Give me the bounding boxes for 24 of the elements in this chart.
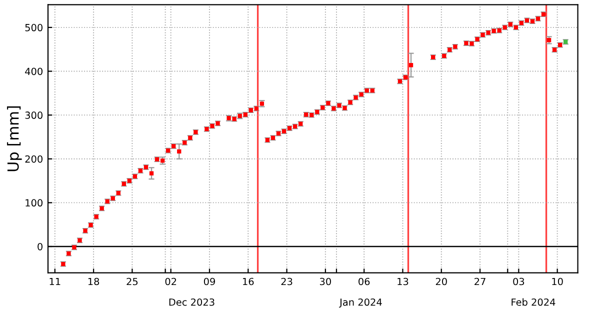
x-tick-label: 09 — [204, 278, 215, 286]
y-tick-label: 400 — [25, 68, 42, 76]
x-tick-label: 30 — [320, 278, 331, 286]
x-tick-label: 25 — [126, 278, 138, 286]
y-tick-label: 500 — [25, 24, 42, 32]
y-tick-label: 100 — [26, 199, 42, 207]
x-tick-label: 03 — [513, 278, 524, 286]
x-tick-label: 18 — [88, 278, 100, 286]
x-tick-label: 02 — [165, 278, 176, 286]
text: Feb 2024 — [512, 298, 556, 306]
x-tick-label: 20 — [436, 278, 447, 286]
x-tick-label: 11 — [50, 278, 60, 286]
text: Jan 2024 — [339, 298, 382, 308]
y-tick-label: 200 — [25, 155, 42, 163]
y-tick-label: 0 — [38, 242, 42, 250]
text: Dec 2023 — [169, 298, 214, 306]
x-tick-label: 16 — [243, 278, 254, 286]
x-tick-label: 06 — [358, 278, 370, 286]
y-axis-title: Up [mm] — [7, 106, 22, 172]
x-tick-label: 10 — [552, 278, 563, 286]
x-tick-label: 23 — [281, 278, 292, 286]
y-tick-label: 300 — [25, 112, 42, 119]
x-tick-label: 13 — [398, 278, 408, 286]
x-tick-label: 27 — [474, 278, 486, 286]
